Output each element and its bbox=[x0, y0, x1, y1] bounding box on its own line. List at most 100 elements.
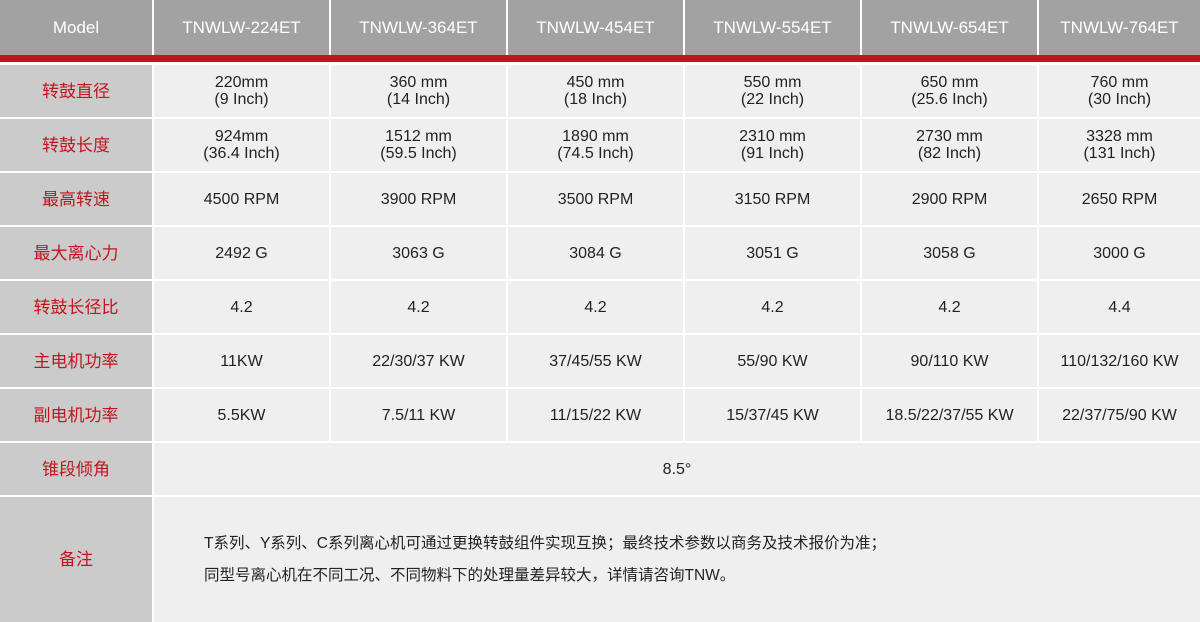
row-label: 最高转速 bbox=[0, 173, 152, 225]
table-cell: 924mm (36.4 Inch) bbox=[154, 119, 329, 171]
cell-line: (22 Inch) bbox=[740, 91, 805, 108]
table-cell: 3000 G bbox=[1039, 227, 1200, 279]
table-cell: 15/37/45 KW bbox=[685, 389, 860, 441]
cell-line: 4500 RPM bbox=[203, 190, 280, 208]
table-row-cone-angle: 锥段倾角 8.5° bbox=[0, 443, 1200, 495]
cell-line: 22/37/75/90 KW bbox=[1062, 406, 1177, 424]
row-label: 最大离心力 bbox=[0, 227, 152, 279]
cell-line: 3051 G bbox=[746, 244, 799, 262]
cell-line: 4.2 bbox=[761, 298, 784, 316]
table-cell: 2730 mm (82 Inch) bbox=[862, 119, 1037, 171]
cell-line: 4.4 bbox=[1108, 298, 1131, 316]
cell-line: 1512 mm bbox=[385, 128, 452, 145]
cell-line: 3058 G bbox=[923, 244, 976, 262]
row-label: 主电机功率 bbox=[0, 335, 152, 387]
table-row: 转鼓直径 220mm (9 Inch) 360 mm (14 Inch) 450 mm (1… bbox=[0, 65, 1200, 117]
cell-line: 924mm bbox=[214, 128, 269, 145]
table-cell: 550 mm (22 Inch) bbox=[685, 65, 860, 117]
table-cell: 4500 RPM bbox=[154, 173, 329, 225]
table-cell: 650 mm (25.6 Inch) bbox=[862, 65, 1037, 117]
table-cell: 4.2 bbox=[685, 281, 860, 333]
table-cell: 37/45/55 KW bbox=[508, 335, 683, 387]
notes-text: T系列、Y系列、C系列离心机可通过更换转鼓组件实现互换；最终技术参数以商务及技术… bbox=[154, 497, 1200, 622]
table-cell: 3051 G bbox=[685, 227, 860, 279]
table-cell: 2492 G bbox=[154, 227, 329, 279]
row-label: 转鼓直径 bbox=[0, 65, 152, 117]
table-row: 最大离心力 2492 G 3063 G 3084 G 3051 G 3058 G 3000 … bbox=[0, 227, 1200, 279]
cone-angle-value: 8.5° bbox=[154, 443, 1200, 495]
cell-line: 7.5/11 KW bbox=[381, 406, 456, 424]
cell-line: 55/90 KW bbox=[737, 352, 808, 370]
table-cell: 1890 mm (74.5 Inch) bbox=[508, 119, 683, 171]
table-cell: 220mm (9 Inch) bbox=[154, 65, 329, 117]
table-cell: 2650 RPM bbox=[1039, 173, 1200, 225]
cell-line: 37/45/55 KW bbox=[549, 352, 642, 370]
cell-line: 2492 G bbox=[215, 244, 268, 262]
table-cell: 360 mm (14 Inch) bbox=[331, 65, 506, 117]
table-cell: 11/15/22 KW bbox=[508, 389, 683, 441]
cell-line: (91 Inch) bbox=[740, 145, 805, 162]
cell-line: 4.2 bbox=[938, 298, 961, 316]
cell-line: 3000 G bbox=[1093, 244, 1146, 262]
header-model: TNWLW-224ET bbox=[154, 0, 329, 55]
table-cell: 4.2 bbox=[862, 281, 1037, 333]
header-divider bbox=[0, 55, 1200, 62]
cell-line: 220mm bbox=[214, 74, 269, 91]
cell-line: (36.4 Inch) bbox=[203, 145, 280, 162]
cell-line: 15/37/45 KW bbox=[726, 406, 819, 424]
header-model: TNWLW-454ET bbox=[508, 0, 683, 55]
row-label: 副电机功率 bbox=[0, 389, 152, 441]
header-model: TNWLW-554ET bbox=[685, 0, 860, 55]
table-row-notes: 备注 T系列、Y系列、C系列离心机可通过更换转鼓组件实现互换；最终技术参数以商务… bbox=[0, 497, 1200, 622]
row-label: 备注 bbox=[0, 497, 152, 622]
table-cell: 5.5KW bbox=[154, 389, 329, 441]
header-model: TNWLW-764ET bbox=[1039, 0, 1200, 55]
cell-line: (25.6 Inch) bbox=[911, 91, 988, 108]
table-header: Model TNWLW-224ET TNWLW-364ET TNWLW-454E… bbox=[0, 0, 1200, 55]
table-cell: 1512 mm (59.5 Inch) bbox=[331, 119, 506, 171]
cell-line: (30 Inch) bbox=[1087, 91, 1152, 108]
table-cell: 7.5/11 KW bbox=[331, 389, 506, 441]
row-label: 锥段倾角 bbox=[0, 443, 152, 495]
table-row: 转鼓长径比 4.2 4.2 4.2 4.2 4.2 4.4 bbox=[0, 281, 1200, 333]
cell-line: 4.2 bbox=[407, 298, 430, 316]
table-cell: 18.5/22/37/55 KW bbox=[862, 389, 1037, 441]
cell-line: (59.5 Inch) bbox=[380, 145, 457, 162]
table-cell: 55/90 KW bbox=[685, 335, 860, 387]
cell-line: 2650 RPM bbox=[1081, 190, 1158, 208]
table-cell: 450 mm (18 Inch) bbox=[508, 65, 683, 117]
cell-line: 5.5KW bbox=[217, 406, 266, 424]
cell-line: (18 Inch) bbox=[563, 91, 628, 108]
cell-line: 650 mm bbox=[920, 74, 979, 91]
cell-line: 2900 RPM bbox=[911, 190, 988, 208]
table-row: 转鼓长度 924mm (36.4 Inch) 1512 mm (59.5 Inch) 18… bbox=[0, 119, 1200, 171]
cell-line: 2730 mm bbox=[916, 128, 983, 145]
table-cell: 2310 mm (91 Inch) bbox=[685, 119, 860, 171]
table-cell: 3150 RPM bbox=[685, 173, 860, 225]
table-cell: 11KW bbox=[154, 335, 329, 387]
table-cell: 3500 RPM bbox=[508, 173, 683, 225]
cell-line: (82 Inch) bbox=[917, 145, 982, 162]
cell-line: 3500 RPM bbox=[557, 190, 634, 208]
table-row: 副电机功率 5.5KW 7.5/11 KW 11/15/22 KW 15/37/45 K… bbox=[0, 389, 1200, 441]
cell-line: (14 Inch) bbox=[386, 91, 451, 108]
note-line: 同型号离心机在不同工况、不同物料下的处理量差异较大，详情请咨询TNW。 bbox=[204, 566, 736, 584]
table-cell: 4.2 bbox=[508, 281, 683, 333]
cell-line: 1890 mm bbox=[562, 128, 629, 145]
note-line: T系列、Y系列、C系列离心机可通过更换转鼓组件实现互换；最终技术参数以商务及技术… bbox=[204, 534, 887, 552]
table-row: 最高转速 4500 RPM 3900 RPM 3500 RPM 3150 RPM 2900… bbox=[0, 173, 1200, 225]
cell-line: 3328 mm bbox=[1086, 128, 1153, 145]
table-cell: 3084 G bbox=[508, 227, 683, 279]
cell-line: 760 mm bbox=[1090, 74, 1149, 91]
table-cell: 110/132/160 KW bbox=[1039, 335, 1200, 387]
header-model-label: Model bbox=[0, 0, 152, 55]
cell-line: 360 mm bbox=[389, 74, 448, 91]
table-cell: 3058 G bbox=[862, 227, 1037, 279]
cell-line: 11KW bbox=[220, 352, 263, 370]
cell-line: 450 mm bbox=[566, 74, 625, 91]
cell-line: (74.5 Inch) bbox=[557, 145, 634, 162]
table-cell: 2900 RPM bbox=[862, 173, 1037, 225]
cell-line: 3150 RPM bbox=[734, 190, 811, 208]
cell-line: 550 mm bbox=[743, 74, 802, 91]
row-label: 转鼓长径比 bbox=[0, 281, 152, 333]
